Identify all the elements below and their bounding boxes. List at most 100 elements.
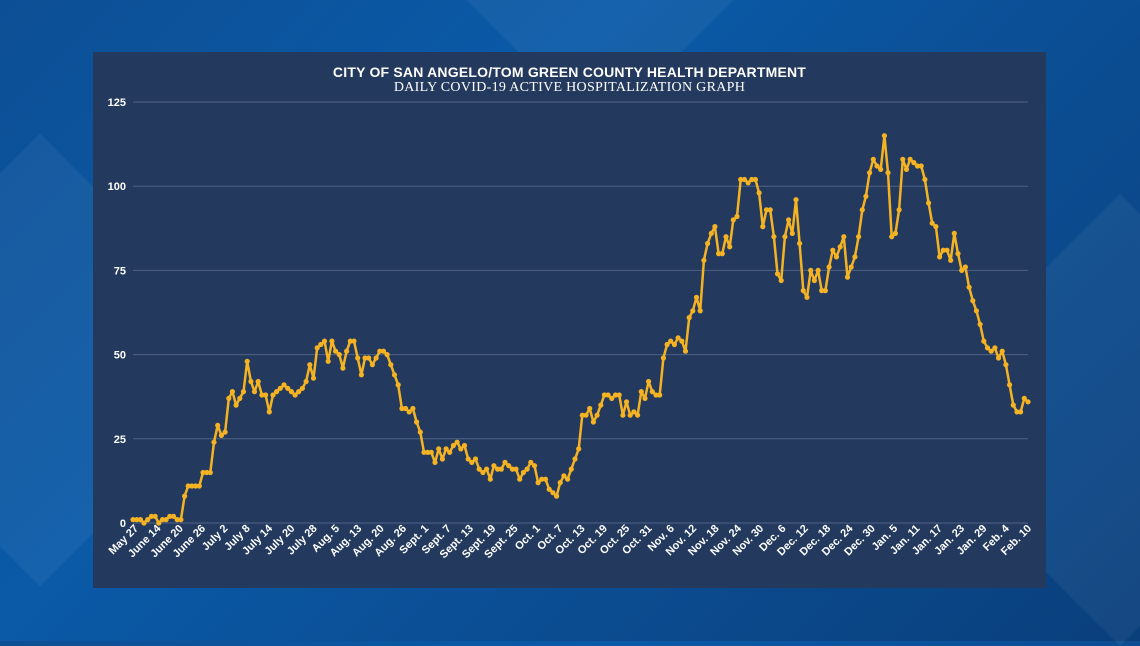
data-point xyxy=(156,520,162,526)
data-point xyxy=(786,217,792,223)
data-point xyxy=(484,466,490,472)
data-point xyxy=(141,520,147,526)
data-point xyxy=(863,193,869,199)
data-point xyxy=(233,402,239,408)
data-point xyxy=(716,251,722,257)
data-point xyxy=(841,234,847,240)
data-point xyxy=(288,389,294,395)
data-point xyxy=(565,476,571,482)
data-point xyxy=(583,412,589,418)
data-point xyxy=(664,341,670,348)
data-point xyxy=(800,288,806,294)
data-point xyxy=(432,459,438,465)
data-point xyxy=(782,234,788,240)
data-point xyxy=(911,160,917,166)
data-point xyxy=(867,170,873,176)
data-point xyxy=(568,466,574,472)
data-point xyxy=(244,358,250,364)
data-point xyxy=(981,338,987,344)
data-point xyxy=(384,352,390,358)
data-point xyxy=(259,392,265,398)
data-point xyxy=(358,372,364,378)
data-point xyxy=(705,240,711,247)
data-point xyxy=(542,476,549,482)
data-point xyxy=(874,163,880,169)
data-point xyxy=(881,133,888,139)
data-point xyxy=(303,378,309,385)
data-point xyxy=(612,392,619,398)
data-point xyxy=(944,247,950,253)
data-line-series xyxy=(133,134,1029,525)
data-point xyxy=(454,439,460,445)
data-point xyxy=(623,399,630,405)
data-point xyxy=(970,298,976,304)
data-point xyxy=(682,348,689,354)
data-point xyxy=(738,176,744,183)
data-point xyxy=(263,392,269,398)
data-point xyxy=(1018,409,1024,415)
data-point xyxy=(159,517,166,523)
data-point xyxy=(638,389,644,395)
data-point xyxy=(318,341,324,348)
data-point xyxy=(182,493,188,499)
data-point xyxy=(347,338,353,344)
data-point xyxy=(822,288,829,294)
y-tick-label-75: 75 xyxy=(114,265,126,277)
data-point xyxy=(844,274,851,280)
data-point xyxy=(200,469,206,476)
data-point xyxy=(178,517,184,523)
data-point xyxy=(410,405,416,412)
data-point xyxy=(487,476,493,482)
data-point xyxy=(248,378,254,385)
data-point xyxy=(296,389,302,395)
data-point xyxy=(421,449,427,455)
data-point xyxy=(878,166,884,172)
data-point xyxy=(749,176,755,183)
data-point xyxy=(690,308,696,314)
data-point xyxy=(642,395,648,401)
data-point xyxy=(163,517,169,523)
data-point xyxy=(450,442,456,449)
data-point xyxy=(992,345,998,351)
data-point xyxy=(469,459,475,465)
data-point xyxy=(270,392,276,398)
data-point xyxy=(907,156,913,162)
data-point xyxy=(502,459,508,465)
data-point xyxy=(152,513,158,519)
data-point xyxy=(587,405,593,412)
data-point xyxy=(977,321,983,327)
data-point xyxy=(804,294,810,300)
data-point xyxy=(436,446,442,452)
data-point xyxy=(369,362,375,368)
data-point xyxy=(797,240,803,247)
data-point xyxy=(848,264,854,270)
data-point xyxy=(808,267,814,273)
data-point xyxy=(344,348,350,354)
data-point xyxy=(189,483,195,489)
data-point xyxy=(671,341,678,348)
data-point xyxy=(635,412,641,418)
data-point xyxy=(458,446,464,452)
data-point xyxy=(240,389,247,395)
data-point xyxy=(686,315,692,321)
data-point xyxy=(145,517,151,523)
data-point xyxy=(579,412,585,418)
data-point xyxy=(727,244,733,250)
data-point xyxy=(999,348,1005,354)
data-point xyxy=(130,517,136,523)
data-point xyxy=(657,392,663,398)
data-point xyxy=(314,345,320,351)
data-point xyxy=(226,395,232,401)
data-point xyxy=(723,234,729,240)
data-point xyxy=(701,257,707,263)
data-point xyxy=(900,156,906,162)
data-point xyxy=(745,180,751,186)
data-point xyxy=(204,469,210,476)
data-point xyxy=(627,412,633,418)
data-point xyxy=(1021,395,1027,401)
data-point xyxy=(752,176,759,183)
data-point xyxy=(211,439,217,445)
data-point xyxy=(174,517,180,523)
data-point xyxy=(620,412,626,418)
data-point xyxy=(708,230,714,236)
